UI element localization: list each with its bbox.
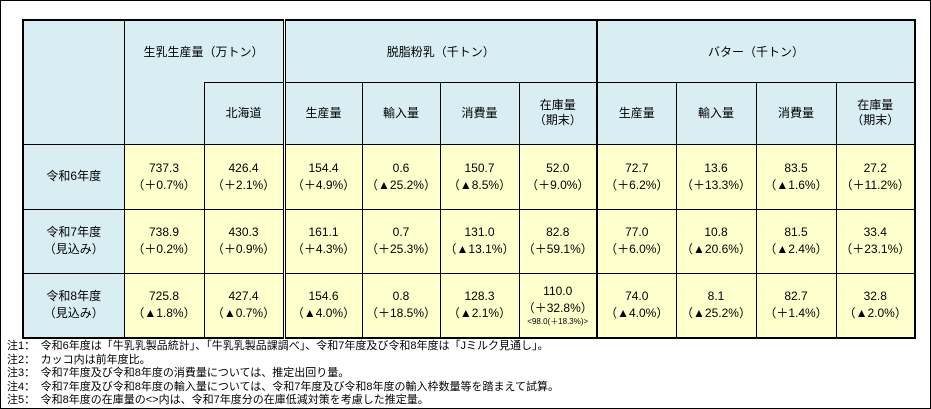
row-label-reiwa6: 令和6年度 <box>22 143 125 210</box>
data-cell: 82.8 （＋59.1%） <box>518 208 598 274</box>
data-cell: 150.7 （▲8.5%） <box>439 143 520 210</box>
corner-cell <box>22 19 125 145</box>
dairy-stats-table: 生乳生産量（万トン） 脱脂粉乳（千トン） バター（千トン） 北海道 生産量 輸入… <box>22 19 916 339</box>
subheader-butter-stock: 在庫量 （期末） <box>835 81 916 145</box>
subheader-butter-consumption: 消費量 <box>755 81 837 145</box>
subheader-skim-imports: 輸入量 <box>361 81 441 145</box>
data-cell: 83.5 （▲1.6%） <box>755 143 837 210</box>
table-row-reiwa6: 令和6年度 737.3 （＋0.7%） 426.4 （＋2.1%） 154.4 （＋4… <box>22 143 916 210</box>
table-row-reiwa8: 令和8年度 （見込み） 725.8 （▲1.8%） 427.4 （▲0.7%） 154… <box>22 272 916 339</box>
data-cell: 72.7 （＋6.2%） <box>596 143 677 210</box>
data-cell: 154.4 （＋4.9%） <box>282 143 363 210</box>
data-cell-with-subnote: 110.0 （＋32.8%） <98.0(＋18.3%)> <box>518 272 598 339</box>
subheader-skim-production: 生産量 <box>282 81 363 145</box>
note-line-5: 注5： 令和8年度の在庫量の<>内は、令和7年度分の在庫低減対策を考慮した推定量… <box>7 394 429 407</box>
data-cell: 32.8 （▲2.0%） <box>835 272 916 339</box>
data-cell: 426.4 （＋2.1%） <box>203 143 285 210</box>
data-cell: 427.4 （▲0.7%） <box>203 272 285 339</box>
group-header-butter: バター（千トン） <box>596 19 916 83</box>
group-header-milk: 生乳生産量（万トン） <box>123 19 285 82</box>
data-cell: 82.7 （＋1.4%） <box>755 272 837 339</box>
data-cell: 738.9 （＋0.2%） <box>123 208 205 274</box>
subheader-hokkaido: 北海道 <box>203 81 285 145</box>
row-label-reiwa7: 令和7年度 （見込み） <box>22 208 125 274</box>
data-cell: 52.0 （＋9.0%） <box>518 143 598 210</box>
note-line-3: 注3： 令和7年度及び令和8年度の消費量については、推定出回り量。 <box>7 367 350 380</box>
data-cell: 0.8 （＋18.5%） <box>361 272 441 339</box>
data-cell: 8.1 （▲25.2%） <box>675 272 757 339</box>
note-line-2: 注2： カッコ内は前年度比。 <box>7 353 151 366</box>
table-row-reiwa7: 令和7年度 （見込み） 738.9 （＋0.2%） 430.3 （＋0.9%） 161… <box>22 208 916 274</box>
data-cell: 77.0 （＋6.0%） <box>596 208 677 274</box>
note-line-4: 注4： 令和7年度及び令和8年度の輸入量については、令和7年度及び令和8年度の輸… <box>7 380 559 393</box>
subheader-skim-stock: 在庫量 （期末） <box>518 81 598 145</box>
subheader-butter-production: 生産量 <box>596 81 677 145</box>
subheader-butter-imports: 輸入量 <box>675 81 757 145</box>
data-cell: 128.3 （▲2.1%） <box>439 272 520 339</box>
data-cell: 131.0 （▲13.1%） <box>439 208 520 274</box>
note-line-1: 注1： 令和6年度は「牛乳乳製品統計」、「牛乳乳製品課調べ」、令和7年度及び令和… <box>7 340 549 352</box>
group-header-skim-milk-powder: 脱脂粉乳（千トン） <box>282 19 598 83</box>
stock-estimate-subnote: <98.0(＋18.3%)> <box>527 317 589 327</box>
data-cell: 0.6 （▲25.2%） <box>361 143 441 210</box>
data-cell: 430.3 （＋0.9%） <box>203 208 285 274</box>
data-cell: 33.4 （＋23.1%） <box>835 208 916 274</box>
data-cell: 161.1 （＋4.3%） <box>282 208 363 274</box>
data-cell: 0.7 （＋25.3%） <box>361 208 441 274</box>
data-cell: 74.0 （▲4.0%） <box>596 272 677 339</box>
data-cell: 10.8 （▲20.6%） <box>675 208 757 274</box>
data-cell: 13.6 （＋13.3%） <box>675 143 757 210</box>
footnotes: 注1： 令和6年度は「牛乳乳製品統計」、「牛乳乳製品課調べ」、令和7年度及び令和… <box>7 340 927 408</box>
subheader-skim-consumption: 消費量 <box>439 81 520 145</box>
data-cell: 154.6 （▲4.0%） <box>282 272 363 339</box>
row-label-reiwa8: 令和8年度 （見込み） <box>22 272 125 339</box>
data-cell: 27.2 （＋11.2%） <box>835 143 916 210</box>
data-cell: 725.8 （▲1.8%） <box>123 272 205 339</box>
data-cell: 81.5 （▲2.4%） <box>755 208 837 274</box>
data-cell: 737.3 （＋0.7%） <box>123 143 205 210</box>
milk-total-subcell <box>123 82 205 145</box>
